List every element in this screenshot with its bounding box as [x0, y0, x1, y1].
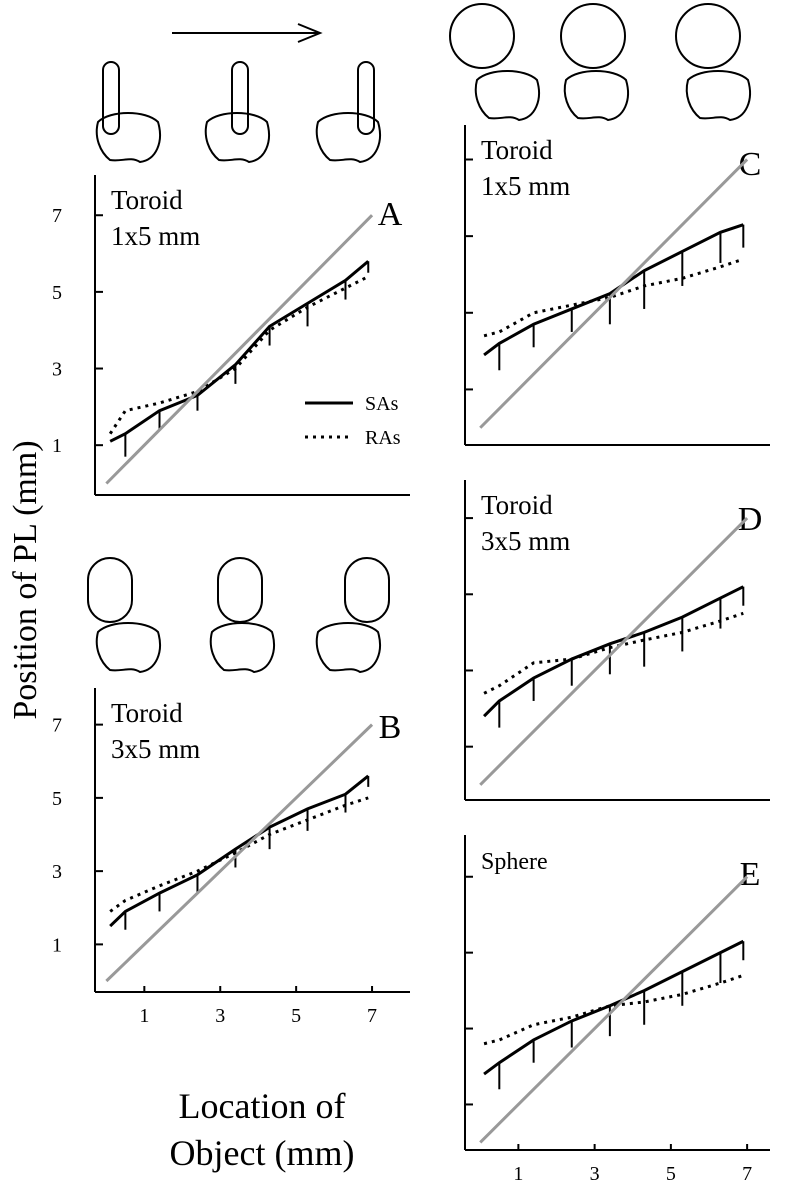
sphere — [560, 3, 626, 69]
fingertip — [474, 70, 540, 121]
annotation: 1x5 mm — [481, 171, 570, 201]
x-tick-label: 7 — [367, 1005, 377, 1027]
legend-label: SAs — [365, 393, 399, 415]
x-tick-label: 1 — [139, 1005, 149, 1027]
series-line — [479, 158, 749, 429]
fingertip — [315, 622, 381, 673]
probe — [231, 61, 249, 135]
panel-label: D — [738, 501, 763, 538]
schematics — [87, 3, 751, 673]
arrow-head — [297, 23, 323, 43]
fingertip — [95, 112, 161, 163]
annotation: 3x5 mm — [481, 526, 570, 556]
fingertip — [315, 112, 381, 163]
y-tick-label: 7 — [52, 205, 62, 227]
probe — [102, 61, 120, 135]
series-line — [483, 223, 744, 357]
y-tick-label: 1 — [52, 435, 62, 457]
y-tick-label: 7 — [52, 715, 62, 737]
y-axis-label: Position of PL (mm) — [7, 440, 44, 719]
x-axis-label: Object (mm) — [170, 1133, 355, 1173]
series-line — [483, 257, 744, 338]
panel: D Toroid 3x5 mm — [464, 480, 770, 801]
annotation: Toroid — [111, 185, 183, 215]
x-tick-label: 7 — [742, 1163, 752, 1185]
x-tick-label: 5 — [291, 1005, 301, 1027]
series-line — [109, 796, 369, 913]
probe — [217, 557, 263, 623]
series-line — [105, 214, 374, 485]
panel-label: A — [378, 196, 403, 233]
sphere — [449, 3, 515, 69]
probe — [344, 557, 390, 623]
legend-label: RAs — [365, 427, 401, 449]
fingertip — [204, 112, 270, 163]
x-axis-label: Location of — [179, 1086, 346, 1126]
series-line — [483, 611, 744, 695]
y-tick-label: 5 — [52, 788, 62, 810]
series-line — [479, 517, 749, 786]
panel: 1 3 5 7 A Toroid 1x5 mm SAs RAs — [52, 175, 410, 496]
sphere — [675, 3, 741, 69]
probe — [357, 61, 375, 135]
annotation: Toroid — [481, 135, 553, 165]
fingertip — [563, 70, 629, 121]
panel-label: E — [740, 856, 761, 893]
series-line — [105, 723, 374, 983]
probe — [87, 557, 133, 623]
panel: 1 3 5 7 1 3 5 7 B Toroid 3x5 mm — [52, 688, 410, 1027]
annotation: 3x5 mm — [111, 734, 200, 764]
y-tick-label: 1 — [52, 934, 62, 956]
series-line — [479, 875, 749, 1144]
annotation: Toroid — [481, 490, 553, 520]
annotation: 1x5 mm — [111, 221, 200, 251]
annotation: Toroid — [111, 698, 183, 728]
x-tick-label: 5 — [666, 1163, 676, 1185]
series-line — [108, 275, 369, 435]
y-tick-label: 3 — [52, 359, 62, 381]
y-tick-label: 5 — [52, 282, 62, 304]
y-tick-label: 3 — [52, 861, 62, 883]
x-tick-label: 3 — [590, 1163, 600, 1185]
x-tick-label: 1 — [513, 1163, 523, 1185]
annotation: Sphere — [481, 849, 548, 875]
panel: C Toroid 1x5 mm — [464, 125, 770, 446]
panel-label: B — [379, 709, 402, 746]
fingertip — [209, 622, 275, 673]
fingertip — [685, 70, 751, 121]
panel-label: C — [739, 146, 762, 183]
panel: 1 3 5 7 E Sphere — [464, 835, 770, 1185]
fingertip — [95, 622, 161, 673]
x-tick-label: 3 — [215, 1005, 225, 1027]
